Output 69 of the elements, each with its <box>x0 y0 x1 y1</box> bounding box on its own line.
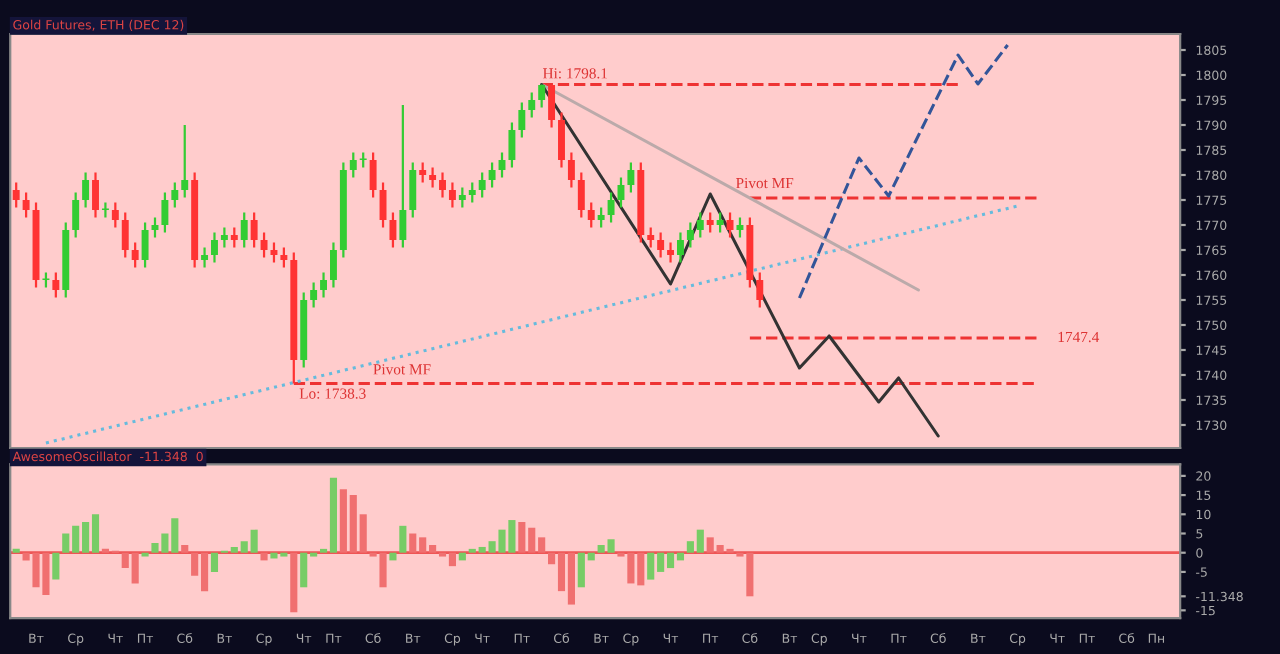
candlestick <box>22 191 30 219</box>
candlestick <box>230 226 238 249</box>
line-series <box>797 43 1010 300</box>
candlestick <box>399 103 407 249</box>
candlestick <box>508 121 516 169</box>
candlestick <box>181 123 189 199</box>
candlestick <box>419 161 427 184</box>
candlestick <box>52 271 60 299</box>
candlestick <box>706 211 714 234</box>
candlestick <box>429 166 437 189</box>
bar <box>389 552 397 561</box>
candlestick <box>647 226 655 249</box>
candlestick <box>726 211 734 239</box>
candlestick <box>310 281 318 309</box>
candlestick <box>756 271 764 309</box>
candlestick <box>240 211 248 249</box>
candlestick <box>161 191 169 234</box>
candlestick <box>211 231 218 264</box>
bar <box>399 525 407 553</box>
candlestick <box>171 181 179 209</box>
candlestick <box>280 246 288 269</box>
candlestick <box>667 241 675 264</box>
candlestick <box>439 171 446 199</box>
candlestick <box>369 151 377 199</box>
candlestick <box>201 246 209 269</box>
candlestick <box>111 201 119 229</box>
candlestick <box>736 216 744 239</box>
candlestick <box>478 171 486 199</box>
candlestick <box>468 181 476 204</box>
candlestick <box>329 241 337 289</box>
candlestick <box>587 201 595 229</box>
candlestick <box>716 211 724 234</box>
candlestick <box>121 211 129 259</box>
candlestick <box>141 221 149 269</box>
candlestick <box>597 206 605 229</box>
candlestick <box>131 241 139 269</box>
candlestick <box>260 231 268 259</box>
candlestick <box>607 191 615 224</box>
bar <box>52 552 60 580</box>
bar <box>260 552 268 561</box>
candlestick <box>677 231 684 264</box>
candlestick <box>448 181 456 209</box>
candlestick <box>270 241 278 264</box>
candlestick <box>82 171 90 209</box>
candlestick <box>409 161 417 219</box>
line-series <box>540 82 940 438</box>
bar <box>210 552 219 572</box>
bar <box>181 545 189 553</box>
candlestick <box>72 191 80 239</box>
candlestick <box>577 171 585 219</box>
candlestick <box>558 111 565 169</box>
candlestick <box>528 91 536 119</box>
candlestick <box>548 83 556 129</box>
candlestick <box>12 181 20 209</box>
candlestick <box>220 226 228 249</box>
candlestick <box>320 271 328 299</box>
candlestick <box>488 161 496 189</box>
candlestick <box>250 211 258 249</box>
candlestick <box>627 161 635 194</box>
candlestick <box>567 151 575 189</box>
bar <box>290 552 298 613</box>
candlestick <box>92 171 99 219</box>
candlestick <box>349 151 357 179</box>
candlestick <box>458 186 466 209</box>
candlestick <box>696 211 704 239</box>
candlestick <box>657 231 665 259</box>
candlestick <box>686 221 694 249</box>
candlestick <box>518 101 526 139</box>
candlestick <box>389 211 397 249</box>
